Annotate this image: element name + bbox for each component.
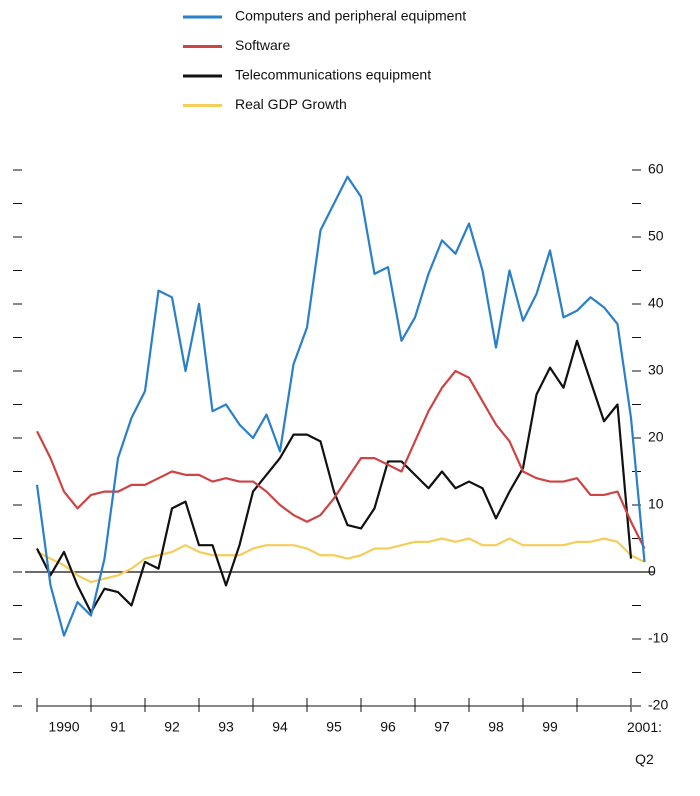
y-tick-label: 30 <box>648 362 664 378</box>
x-tick-label: 91 <box>110 719 126 735</box>
series-line <box>36 369 646 550</box>
series-line <box>36 537 645 584</box>
x-tick-label: 96 <box>380 719 396 735</box>
x-tick-label-part: Q2 <box>635 751 654 767</box>
x-tick-label: 95 <box>326 719 342 735</box>
y-tick-label: -10 <box>648 630 668 646</box>
y-tick-label: 0 <box>648 563 656 579</box>
x-tick-label: 94 <box>272 719 288 735</box>
series-line <box>36 339 633 614</box>
x-tick-label: 99 <box>542 719 558 735</box>
y-tick-label: -20 <box>648 697 668 713</box>
y-tick-label: 10 <box>648 496 664 512</box>
legend-label: Computers and peripheral equipment <box>235 8 466 24</box>
legend-label: Real GDP Growth <box>235 96 347 112</box>
legend-label: Software <box>235 37 290 53</box>
y-tick-label: 40 <box>648 295 664 311</box>
x-tick-label: 2001: Q2 <box>627 719 662 767</box>
y-tick-label: 20 <box>648 429 664 445</box>
x-tick-label: 93 <box>218 719 234 735</box>
x-tick-label: 1990 <box>48 719 79 735</box>
y-tick-label: 60 <box>648 161 664 177</box>
x-tick-label: 97 <box>434 719 450 735</box>
series-line <box>35 175 646 637</box>
x-tick-label: 98 <box>488 719 504 735</box>
legend-label: Telecommunications equipment <box>235 67 431 83</box>
x-tick-label-part: 2001: <box>627 719 662 735</box>
x-tick-label: 92 <box>164 719 180 735</box>
y-tick-label: 50 <box>648 228 664 244</box>
